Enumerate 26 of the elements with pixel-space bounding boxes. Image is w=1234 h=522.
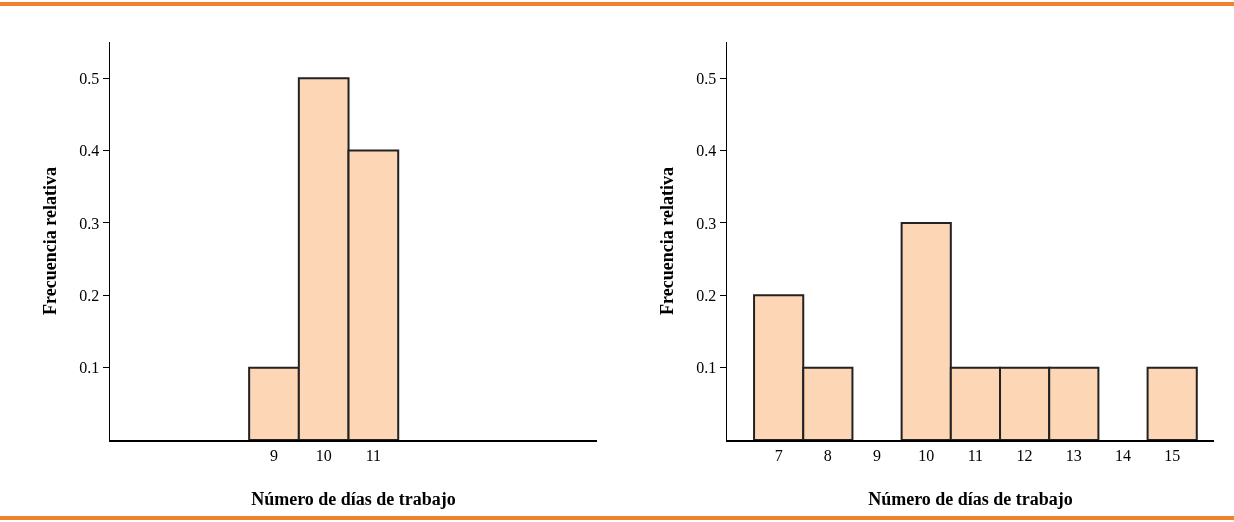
y-tick-label: 0.2: [696, 286, 717, 304]
y-tick-label: 0.1: [79, 359, 100, 377]
x-tick-label: 13: [1065, 446, 1082, 464]
x-tick-label: 11: [967, 446, 984, 464]
x-tick-label: 8: [823, 446, 832, 464]
x-tick-label: 12: [1016, 446, 1033, 464]
x-tick-label: 10: [315, 446, 332, 464]
x-tick-label: 9: [269, 446, 278, 464]
y-tick-label: 0.2: [79, 286, 100, 304]
y-tick-label: 0.5: [79, 69, 100, 87]
y-axis-title: Frecuencia relativa: [39, 167, 60, 315]
x-axis-title: Número de días de trabajo: [251, 488, 456, 509]
x-axis-title: Número de días de trabajo: [868, 488, 1073, 509]
y-tick-label: 0.5: [696, 69, 717, 87]
y-tick-label: 0.1: [696, 359, 717, 377]
y-axis-title: Frecuencia relativa: [656, 167, 677, 315]
x-tick-label: 7: [774, 446, 783, 464]
x-tick-label: 10: [918, 446, 935, 464]
x-tick-label: 14: [1114, 446, 1131, 464]
y-tick-label: 0.4: [696, 142, 717, 160]
y-tick-label: 0.3: [79, 214, 100, 232]
y-tick-label: 0.3: [696, 214, 717, 232]
x-tick-label: 15: [1164, 446, 1181, 464]
x-tick-label: 9: [873, 446, 882, 464]
x-tick-label: 11: [365, 446, 382, 464]
y-tick-label: 0.4: [79, 142, 100, 160]
